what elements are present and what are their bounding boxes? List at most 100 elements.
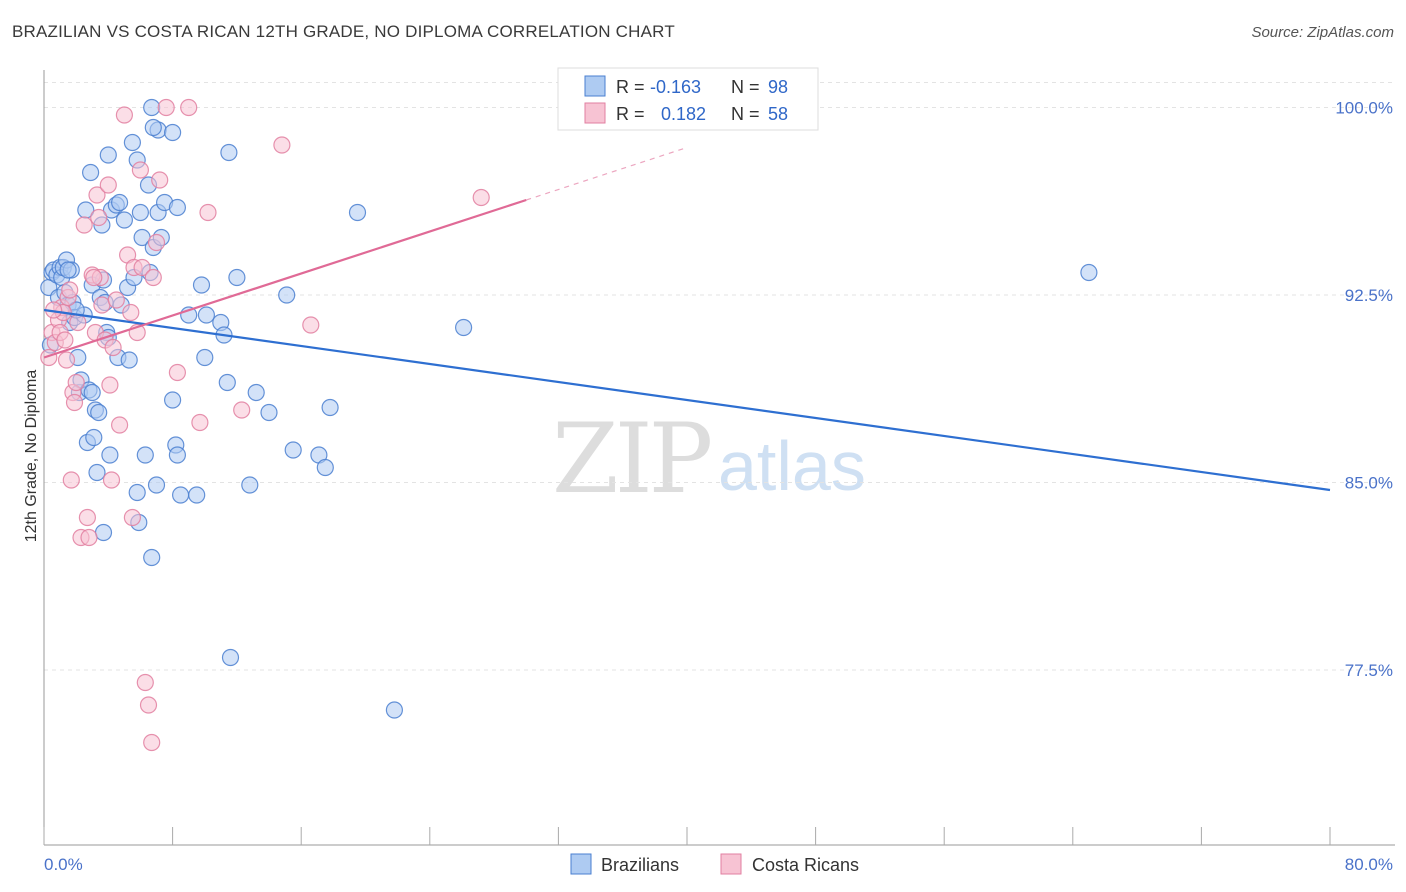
gridlines bbox=[44, 82, 1395, 671]
axes bbox=[43, 70, 1395, 846]
costa-ricans-point bbox=[61, 281, 79, 299]
costa-ricans-point bbox=[56, 331, 74, 349]
costa-ricans-point bbox=[115, 106, 134, 124]
brazilians-point bbox=[168, 198, 186, 217]
legend-n-label-blue: N = bbox=[731, 77, 760, 97]
brazilians-point bbox=[94, 523, 113, 542]
costa-ricans-point bbox=[85, 268, 103, 287]
brazilians-point bbox=[115, 211, 134, 229]
costa-ricans-point bbox=[180, 98, 198, 117]
costa-ricans-point bbox=[75, 216, 93, 234]
legend-swatch-blue bbox=[584, 75, 606, 97]
costa-ricans-point bbox=[67, 373, 85, 392]
costa-ricans-point bbox=[143, 733, 161, 752]
costa-ricans-point bbox=[122, 303, 140, 322]
y-axis-title: 12th Grade, No Diploma bbox=[23, 370, 40, 543]
costa-ricans-point bbox=[144, 268, 162, 287]
brazilians-point bbox=[128, 483, 146, 502]
brazilians-point bbox=[85, 428, 103, 447]
brazilians-point bbox=[90, 403, 108, 422]
brazilians-point bbox=[188, 486, 206, 504]
costa-ricans-point bbox=[233, 401, 251, 419]
source-label: Source: ZipAtlas.com bbox=[1251, 24, 1394, 41]
y-tick-label: 92.5% bbox=[1345, 286, 1393, 305]
costa-ricans-point bbox=[93, 296, 111, 314]
costa-ricans-point bbox=[136, 673, 154, 692]
brazilians-point bbox=[88, 463, 106, 482]
legend-r-label-pink: R = bbox=[616, 104, 645, 124]
costa-ricans-point bbox=[139, 696, 158, 714]
legend-r-value-blue: -0.163 bbox=[650, 77, 701, 97]
legend-label-brazilians: Brazilians bbox=[601, 855, 679, 875]
brazilians-point bbox=[136, 446, 154, 464]
watermark-atlas: atlas bbox=[718, 427, 866, 505]
costa-ricans-point bbox=[191, 413, 209, 432]
brazilians-point bbox=[196, 348, 214, 367]
brazilians-point bbox=[83, 383, 101, 402]
costa-ricans-point bbox=[110, 416, 129, 434]
brazilians-trend-line bbox=[43, 308, 1331, 492]
costa-ricans-trend-extension bbox=[526, 146, 688, 201]
brazilians-point bbox=[81, 163, 100, 182]
correlation-legend: R = -0.163 N = 98 R = 0.182 N = 58 bbox=[557, 67, 819, 131]
costa-ricans-point bbox=[99, 176, 117, 194]
brazilians-point bbox=[172, 486, 190, 504]
costa-ricans-point bbox=[101, 376, 119, 394]
costa-ricans-point bbox=[123, 508, 141, 527]
costa-ricans-point bbox=[157, 98, 175, 117]
watermark-zip: ZIP bbox=[552, 403, 711, 515]
brazilians-point bbox=[120, 351, 138, 369]
costa-ricans-trend-line bbox=[43, 198, 527, 359]
chart-title: BRAZILIAN VS COSTA RICAN 12TH GRADE, NO … bbox=[12, 22, 675, 41]
brazilians-point bbox=[164, 391, 182, 409]
costa-ricans-point bbox=[40, 348, 58, 367]
y-tick-label: 85.0% bbox=[1345, 474, 1393, 493]
costa-ricans-point bbox=[80, 528, 98, 547]
legend-n-value-pink: 58 bbox=[768, 104, 788, 124]
costa-ricans-point bbox=[302, 316, 320, 334]
brazilians-point bbox=[218, 373, 236, 392]
brazilians-point bbox=[220, 143, 238, 162]
brazilians-point bbox=[123, 133, 141, 152]
x-tick-label-min: 0.0% bbox=[44, 855, 83, 874]
legend-n-label-pink: N = bbox=[731, 104, 760, 124]
brazilians-point bbox=[278, 286, 296, 304]
brazilians-point bbox=[348, 203, 367, 222]
costa-ricans-point bbox=[88, 186, 106, 204]
brazilians-point bbox=[316, 458, 334, 477]
costa-ricans-point bbox=[107, 291, 125, 309]
y-tick-label: 100.0% bbox=[1335, 99, 1393, 118]
brazilians-point bbox=[284, 441, 302, 459]
brazilians-point bbox=[101, 446, 119, 464]
trend-lines bbox=[43, 146, 1331, 492]
costa-ricans-point bbox=[168, 363, 186, 382]
costa-ricans-point bbox=[273, 136, 291, 154]
series-legend: Brazilians Costa Ricans bbox=[570, 853, 859, 875]
costa-ricans-point bbox=[151, 171, 169, 189]
costa-ricans-point bbox=[62, 471, 80, 489]
brazilians-point bbox=[260, 403, 278, 422]
y-tick-label: 77.5% bbox=[1345, 661, 1393, 680]
costa-ricans-point bbox=[131, 161, 149, 179]
costa-ricans-point bbox=[69, 313, 87, 332]
brazilians-point bbox=[455, 318, 473, 337]
legend-label-costa-ricans: Costa Ricans bbox=[752, 855, 859, 875]
brazilians-point bbox=[385, 701, 403, 719]
legend-n-value-blue: 98 bbox=[768, 77, 788, 97]
brazilians-point bbox=[110, 193, 129, 212]
brazilians-point bbox=[147, 476, 166, 494]
costa-ricans-point bbox=[133, 258, 151, 277]
brazilians-point bbox=[228, 268, 246, 287]
brazilians-point bbox=[144, 118, 162, 137]
brazilians-point bbox=[192, 276, 211, 294]
x-tick-label-max: 80.0% bbox=[1345, 855, 1393, 874]
costa-ricans-point bbox=[78, 508, 97, 527]
brazilians-point bbox=[247, 383, 265, 402]
legend-r-value-pink: 0.182 bbox=[661, 104, 706, 124]
costa-ricans-point bbox=[90, 208, 108, 227]
brazilians-point bbox=[168, 446, 186, 464]
costa-ricans-points bbox=[40, 98, 490, 752]
brazilians-point bbox=[99, 146, 117, 164]
brazilians-point bbox=[131, 203, 149, 222]
